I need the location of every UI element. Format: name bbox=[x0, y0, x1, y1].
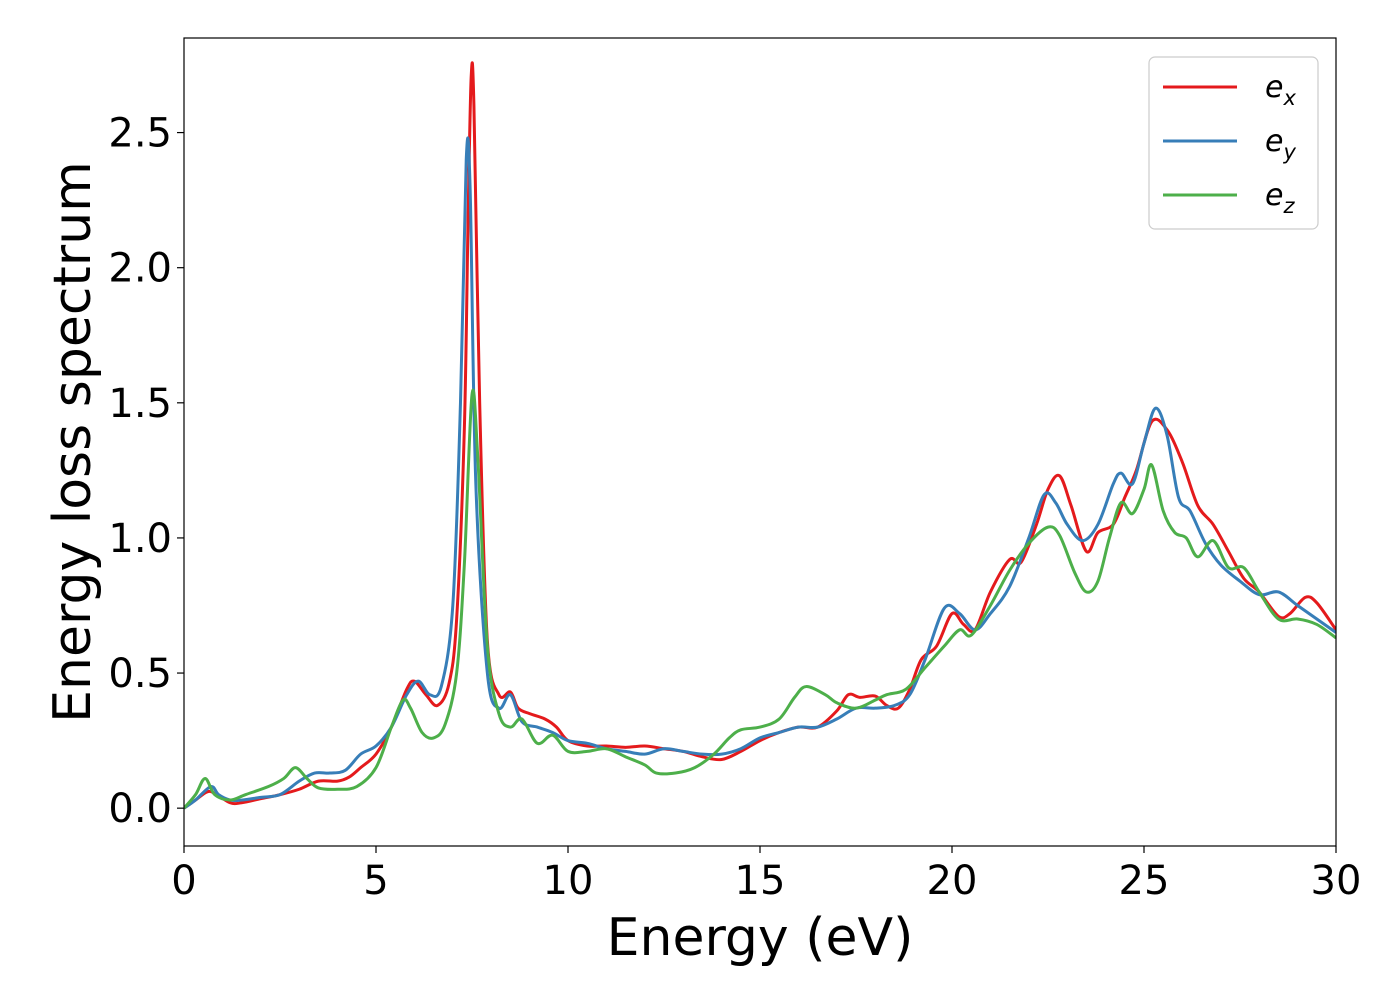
y-tick-label: 0.5 bbox=[108, 651, 172, 697]
legend-box bbox=[1148, 56, 1319, 230]
y-tick-label: 2.5 bbox=[108, 111, 172, 157]
axes-layer: 0 5 10 15 20 25 30 0.0 0.5 1.0 1.5 2.0 2.5 bbox=[108, 37, 1362, 904]
x-tick-label: 0 bbox=[171, 858, 196, 904]
x-tick-label: 20 bbox=[927, 858, 978, 904]
y-tick-label: 0.0 bbox=[108, 786, 172, 832]
series-line-ez bbox=[184, 388, 1336, 810]
x-axis-title: Energy (eV) bbox=[607, 908, 914, 968]
series-line-ey bbox=[184, 136, 1336, 810]
series-layer bbox=[184, 61, 1336, 810]
y-tick-label: 1.5 bbox=[108, 381, 172, 427]
x-tick-label: 10 bbox=[543, 858, 594, 904]
x-tick-label: 30 bbox=[1311, 858, 1362, 904]
legend: ex ey ez bbox=[1148, 56, 1319, 230]
y-tick-label: 1.0 bbox=[108, 516, 172, 562]
legend-label-ex: ex bbox=[1265, 70, 1296, 110]
x-tick-label: 15 bbox=[735, 858, 786, 904]
legend-label-ez: ez bbox=[1265, 178, 1295, 218]
legend-label-ey: ey bbox=[1265, 124, 1296, 164]
x-tick-label: 25 bbox=[1119, 858, 1170, 904]
y-axis-title: Energy loss spectrum bbox=[43, 161, 103, 723]
x-tick-label: 5 bbox=[363, 858, 388, 904]
y-tick-label: 2.0 bbox=[108, 246, 172, 292]
